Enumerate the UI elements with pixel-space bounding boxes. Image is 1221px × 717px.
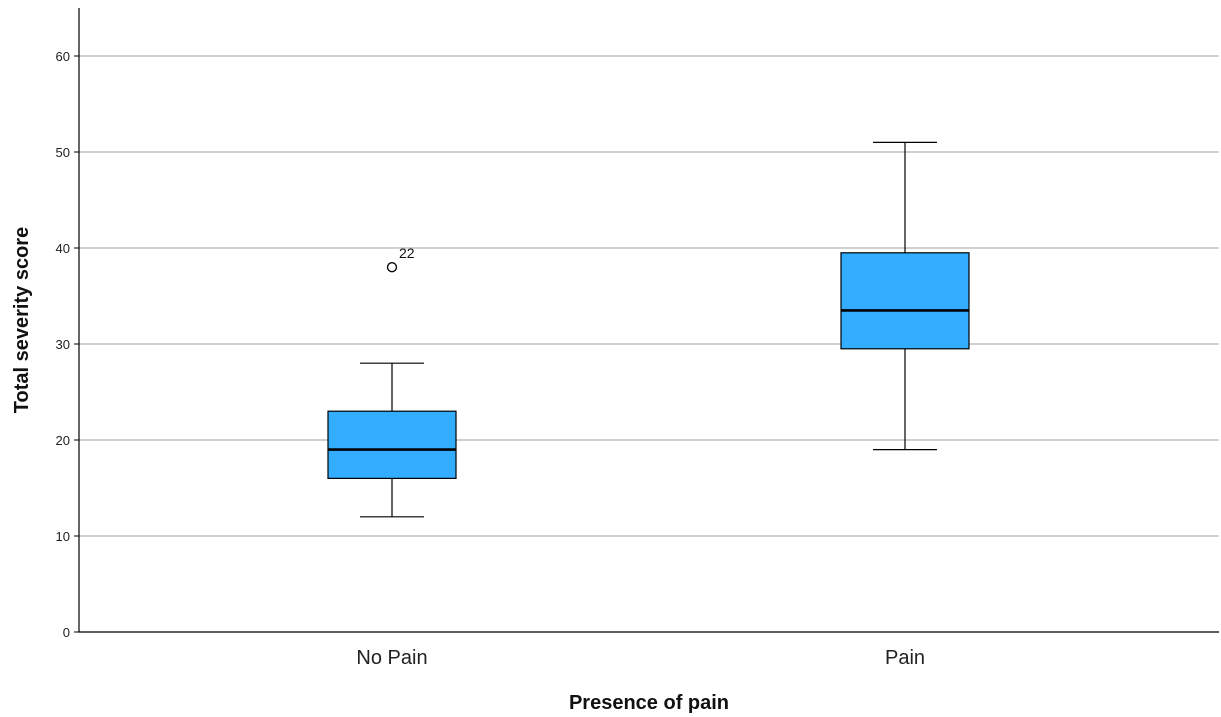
x-category-label-no-pain: No Pain <box>356 647 427 669</box>
y-tick-label-50: 50 <box>56 145 70 160</box>
y-tick-label-20: 20 <box>56 433 70 448</box>
x-category-label-pain: Pain <box>885 647 925 669</box>
y-tick-label-60: 60 <box>56 49 70 64</box>
outlier-label-no-pain-0: 22 <box>399 245 415 261</box>
y-tick-label-40: 40 <box>56 241 70 256</box>
iqr-box-pain <box>840 252 970 350</box>
x-axis-title: Presence of pain <box>569 692 729 714</box>
boxes: 22 <box>327 141 970 518</box>
y-tick-label-0: 0 <box>63 625 70 640</box>
y-axis-title: Total severity score <box>11 227 33 413</box>
grid-lines <box>79 55 1219 537</box>
y-tick-label-10: 10 <box>56 529 70 544</box>
x-category-labels: No Pain Pain <box>356 647 925 669</box>
box-pain <box>840 141 970 451</box>
box-no-pain: 22 <box>327 245 457 518</box>
outlier-point-no-pain-0 <box>386 262 398 273</box>
iqr-box-no-pain <box>327 410 457 480</box>
y-tick-labels: 0 10 20 30 40 50 60 <box>56 49 79 640</box>
y-tick-label-30: 30 <box>56 337 70 352</box>
